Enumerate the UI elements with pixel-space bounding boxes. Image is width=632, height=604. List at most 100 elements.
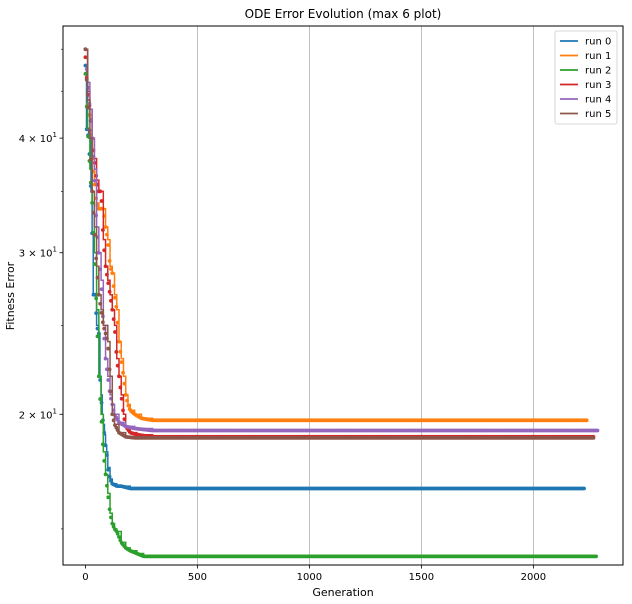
y-tick-label: 4 × 101 xyxy=(19,131,57,145)
series-marker xyxy=(111,317,116,322)
series-marker xyxy=(86,134,90,139)
series-marker xyxy=(92,182,97,187)
series-marker xyxy=(113,330,117,334)
series-marker xyxy=(119,396,124,401)
series-marker xyxy=(105,272,109,277)
series-marker xyxy=(109,479,113,483)
series-marker xyxy=(103,472,108,477)
series-marker xyxy=(94,311,99,316)
series-marker xyxy=(102,248,107,253)
series-marker xyxy=(111,284,116,288)
series-marker xyxy=(83,71,88,76)
series-marker xyxy=(106,243,111,247)
series-marker xyxy=(115,363,120,368)
series-marker xyxy=(91,210,96,215)
series-marker xyxy=(117,535,121,539)
series-line xyxy=(85,48,599,432)
series-marker xyxy=(100,320,105,325)
legend-label: run 5 xyxy=(585,109,611,120)
y-tick-label: 2 × 101 xyxy=(19,407,57,421)
series-marker xyxy=(99,199,104,203)
series-marker xyxy=(119,360,124,365)
series-marker xyxy=(87,128,92,133)
series-marker xyxy=(115,320,120,325)
series-marker xyxy=(110,412,115,417)
legend-item: run 5 xyxy=(560,109,611,120)
series-marker xyxy=(125,398,129,403)
legend-label: run 4 xyxy=(585,95,611,106)
series-marker xyxy=(92,292,97,297)
series-marker xyxy=(92,232,97,237)
x-axis: 0 500 1000 1500 2000 xyxy=(82,565,546,583)
series-marker xyxy=(96,374,101,379)
series-marker xyxy=(92,262,97,267)
series-marker xyxy=(98,189,103,194)
series-marker xyxy=(94,256,99,261)
series-marker xyxy=(582,486,586,491)
series-marker xyxy=(122,381,127,386)
y-tick-base: 2 × 10 xyxy=(19,410,53,421)
chart-title: ODE Error Evolution (max 6 plot) xyxy=(245,7,442,21)
legend-item: run 1 xyxy=(560,51,611,62)
series-marker xyxy=(100,442,105,447)
legend-label: run 0 xyxy=(585,37,611,48)
series-4 xyxy=(83,47,600,433)
series-marker xyxy=(107,474,112,479)
series-marker xyxy=(117,374,121,379)
x-tick-label: 0 xyxy=(82,572,88,583)
series-marker xyxy=(98,397,103,401)
legend-item: run 0 xyxy=(560,37,611,48)
series-marker xyxy=(106,495,111,500)
plot-frame xyxy=(62,25,624,566)
series-marker xyxy=(83,55,88,60)
series-marker xyxy=(103,264,108,269)
series-marker xyxy=(94,213,99,218)
series-marker xyxy=(105,232,109,237)
x-tick-label: 500 xyxy=(188,572,207,583)
y-tick-label: 3 × 101 xyxy=(19,246,57,260)
series-marker xyxy=(121,370,125,375)
series-marker xyxy=(117,339,121,344)
series-marker xyxy=(122,417,127,422)
series-marker xyxy=(111,418,116,423)
series-marker xyxy=(102,326,107,331)
series-marker xyxy=(118,349,123,354)
series-marker xyxy=(100,228,105,232)
series-marker xyxy=(88,157,93,162)
series-marker xyxy=(118,385,123,390)
series-marker xyxy=(110,271,115,276)
y-tick-base: 4 × 10 xyxy=(19,134,53,145)
series-marker xyxy=(106,346,111,351)
x-axis-label: Generation xyxy=(312,586,373,599)
series-marker xyxy=(102,458,107,463)
y-tick-base: 3 × 10 xyxy=(19,249,53,260)
legend-item: run 2 xyxy=(560,66,611,77)
legend-label: run 2 xyxy=(585,66,611,77)
legend-label: run 1 xyxy=(585,51,611,62)
series-marker xyxy=(83,63,88,68)
series-marker xyxy=(594,554,599,559)
series-marker xyxy=(106,378,111,382)
series-marker xyxy=(99,310,104,315)
series-marker xyxy=(105,367,109,372)
series-marker xyxy=(584,418,589,423)
series-marker xyxy=(114,350,119,354)
series-marker xyxy=(103,331,108,336)
grid xyxy=(196,26,534,565)
series-marker xyxy=(86,105,90,110)
series-marker xyxy=(113,295,117,300)
series-marker xyxy=(110,521,115,526)
series-marker xyxy=(95,275,100,280)
legend-label: run 3 xyxy=(585,80,611,91)
series-marker xyxy=(94,296,99,301)
legend-item: run 3 xyxy=(560,80,611,91)
series-marker xyxy=(591,435,596,440)
legend-item: run 4 xyxy=(560,95,611,106)
series-marker xyxy=(90,189,95,194)
y-axis-label: Fitness Error xyxy=(4,261,17,330)
series-marker xyxy=(107,367,112,372)
x-tick-label: 1500 xyxy=(409,572,434,583)
series-marker xyxy=(109,267,113,271)
